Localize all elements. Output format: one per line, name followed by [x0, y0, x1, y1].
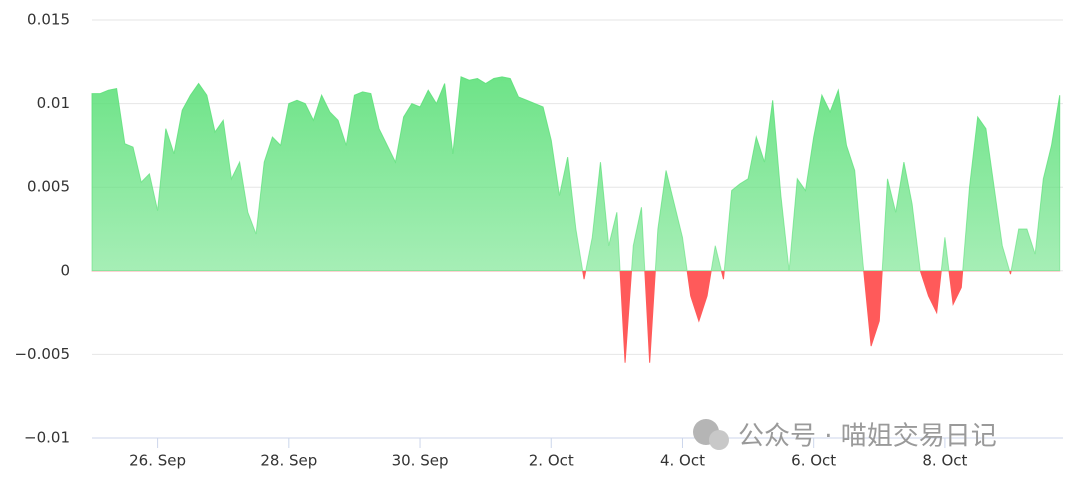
x-tick-label: 6. Oct: [791, 452, 836, 470]
y-tick-label: 0.005: [27, 178, 70, 196]
watermark: 公众号 · 喵姐交易日记: [738, 422, 997, 452]
y-tick-label: −0.005: [14, 345, 70, 363]
y-tick-label: −0.01: [24, 429, 70, 447]
y-tick-label: 0: [60, 261, 70, 279]
x-tick-label: 8. Oct: [922, 452, 967, 470]
x-tick-label: 26. Sep: [129, 452, 186, 470]
watermark-group: 公众号 · 喵姐交易日记: [693, 419, 997, 452]
y-tick-label: 0.01: [37, 94, 70, 112]
y-tick-label: 0.015: [27, 11, 70, 29]
watermark-icon: [709, 430, 729, 450]
x-tick-label: 28. Sep: [260, 452, 317, 470]
x-tick-label: 30. Sep: [392, 452, 449, 470]
x-tick-label: 2. Oct: [529, 452, 574, 470]
area: [91, 76, 1061, 363]
x-tick-label: 4. Oct: [660, 452, 705, 470]
